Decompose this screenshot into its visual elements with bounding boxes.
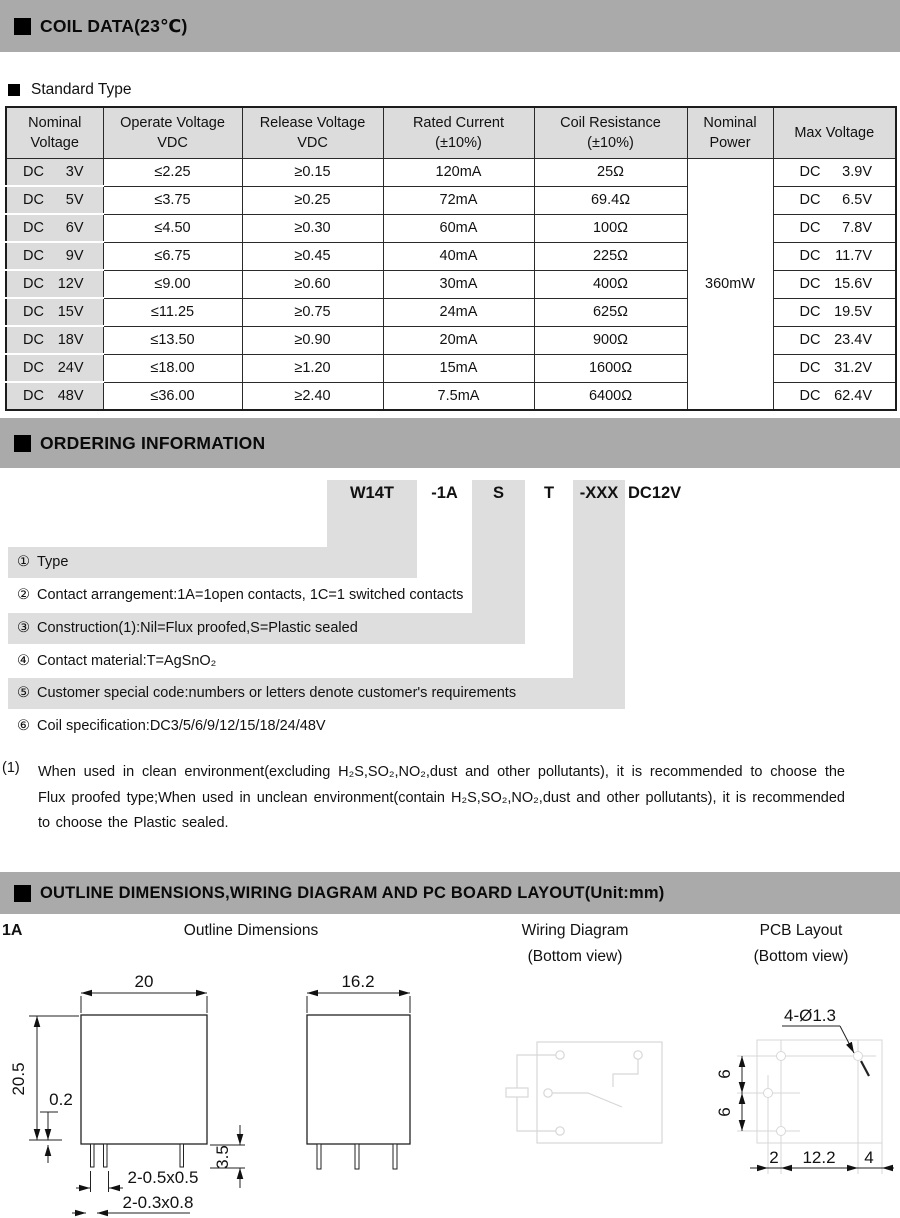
section-title: OUTLINE DIMENSIONS,WIRING DIAGRAM AND PC… [40,883,665,902]
relay-front-view [80,1014,208,1168]
ordering-item: ③ Construction(1):Nil=Flux proofed,S=Plas… [17,620,358,636]
section-bullet-icon [14,17,31,35]
footnote-text: When used in clean environment(excluding… [38,764,845,831]
wiring-diagram-drawing [505,1041,663,1144]
table-header-row: Nominal Voltage Operate Voltage VDC Releas… [5,106,897,159]
section-bullet-icon [14,884,31,902]
ordering-bar-1 [8,547,417,578]
fixed-contact [612,1059,639,1087]
col-header-release-voltage: Release Voltage VDC [241,106,384,159]
wiring-diagram-caption: Wiring Diagram [521,922,629,939]
subtitle-label: Standard Type [31,81,132,98]
dimension-label: 2-0.3x0.8 [123,1193,194,1212]
coil-data-table: Nominal Voltage Operate Voltage VDC Releas… [5,106,897,411]
dimension-label: 20.5 [9,1062,28,1095]
subtitle-bullet-icon [8,84,20,96]
table-row: DC 18V ≤13.50 ≥0.90 20mA 900Ω DC 23.4V [5,325,897,355]
side-view-dimensions [306,989,411,1013]
terminal [555,1050,565,1060]
ordering-item: ① Type [17,554,69,570]
code-arrangement: -1A [431,484,458,502]
dimension-label: 6 [715,1107,734,1116]
code-type: W14T [349,484,394,502]
mounting-hole [763,1088,773,1098]
ordering-bar-3 [8,613,525,644]
dimension-label: 2-0.5x0.5 [128,1168,199,1187]
table-row: DC 15V ≤11.25 ≥0.75 24mA 625Ω DC 19.5V [5,297,897,327]
footnote-marker: (1) [2,760,20,776]
pcb-layout-drawing [737,1039,883,1174]
col-header-coil-resistance: Coil Resistance (±10%) [533,106,688,159]
terminal [555,1126,565,1136]
table-row: DC 24V ≤18.00 ≥1.20 15mA 1600Ω DC 31.2V [5,353,897,383]
dimension-label: 3.5 [213,1145,232,1169]
col-header-rated-current: Rated Current (±10%) [382,106,535,159]
coil-data-section-header: COIL DATA(23℃) [0,0,900,52]
dimension-label: 0.2 [49,1090,73,1109]
table-row: DC 12V ≤9.00 ≥0.60 30mA 400Ω DC 15.6V [5,269,897,299]
relay-side-view [306,1014,411,1170]
code-special: -XXX [579,484,619,502]
dimension-label: 12.2 [802,1148,835,1167]
outline-section-header: OUTLINE DIMENSIONS,WIRING DIAGRAM AND PC… [0,872,900,914]
dimension-label: 16.2 [341,975,374,991]
terminal [543,1088,553,1098]
standard-type-subtitle: Standard Type [8,81,132,99]
coil-symbol [505,1087,529,1098]
code-material: T [543,484,555,502]
contact-armature [552,1092,623,1108]
front-view-dimensions [29,989,245,1217]
table-row: DC 48V ≤36.00 ≥2.40 7.5mA 6400Ω DC 62.4V [5,381,897,411]
table-row: DC 5V ≤3.75 ≥0.25 72mA 69.4Ω DC 6.5V [5,185,897,215]
table-row: DC 6V ≤4.50 ≥0.30 60mA 100Ω DC 7.8V [5,213,897,243]
dimension-label: 6 [715,1069,734,1078]
dimension-label: 4 [864,1148,873,1167]
wiring-diagram-subcaption: (Bottom view) [527,948,623,965]
col-header-max-voltage: Max Voltage [772,106,897,159]
nominal-power-cell: 360mW [686,158,774,411]
mounting-hole [776,1126,786,1136]
table-row: DC 3V ≤2.25 ≥0.15 120mA 25Ω 360mW DC 3.9V [5,158,897,411]
ordering-item: ⑥ Coil specification:DC3/5/6/9/12/15/18/2… [17,718,326,734]
dimension-label: 20 [135,975,154,991]
pcb-layout-subcaption: (Bottom view) [753,948,849,965]
table-row: DC 9V ≤6.75 ≥0.45 40mA 225Ω DC 11.7V [5,241,897,271]
code-coil: DC12V [628,484,682,502]
code-construction: S [492,484,504,502]
technical-drawings: 20 20.5 0.2 3.5 2-0.5x0.5 2-0.3x0.8 16.2 [9,975,894,1217]
ordering-item: ② Contact arrangement:1A=1open contacts, … [17,587,464,603]
ordering-item: ④ Contact material:T=AgSnO₂ [17,653,217,669]
outline-dimensions-caption: Outline Dimensions [183,922,319,939]
section-title: COIL DATA(23℃) [40,15,188,36]
col-header-nominal-power: Nominal Power [686,106,774,159]
section-title: ORDERING INFORMATION [40,432,266,453]
section-bullet-icon [14,434,31,452]
terminal [633,1050,643,1060]
code-column-special [573,480,625,709]
pcb-layout-caption: PCB Layout [759,922,843,939]
ordering-item: ⑤ Customer special code:numbers or letter… [17,685,517,701]
dimension-label: 4-Ø1.3 [784,1006,836,1025]
mounting-hole [853,1051,863,1061]
col-header-operate-voltage: Operate Voltage VDC [102,106,243,159]
ordering-bar-5 [8,678,625,709]
ordering-section-header: ORDERING INFORMATION [0,418,900,468]
col-header-nominal-voltage: Nominal Voltage [5,106,104,159]
pcb-dimensions [738,1025,894,1172]
dimension-label: 2 [769,1148,778,1167]
mounting-hole [776,1051,786,1061]
variant-label: 1A [2,922,23,939]
